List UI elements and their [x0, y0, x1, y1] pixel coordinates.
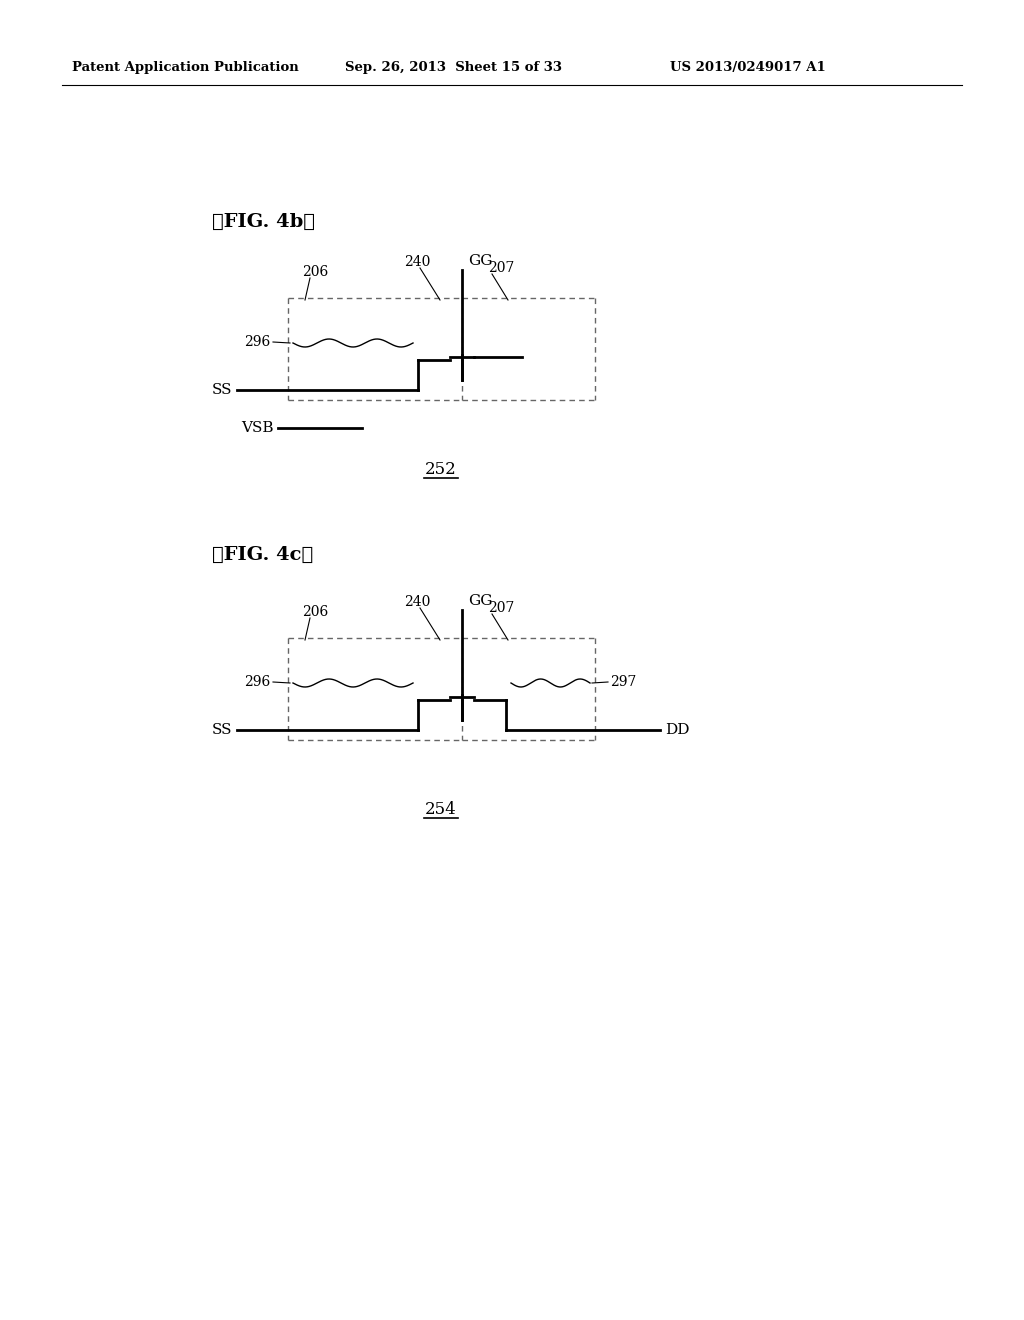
Text: 【FIG. 4c】: 【FIG. 4c】: [212, 546, 313, 564]
Text: VSB: VSB: [242, 421, 274, 436]
Text: DD: DD: [665, 723, 689, 737]
Text: SS: SS: [212, 723, 232, 737]
Text: Sep. 26, 2013  Sheet 15 of 33: Sep. 26, 2013 Sheet 15 of 33: [345, 62, 562, 74]
Text: 297: 297: [610, 675, 636, 689]
Text: 【FIG. 4b】: 【FIG. 4b】: [212, 213, 315, 231]
Text: 296: 296: [244, 675, 270, 689]
Text: US 2013/0249017 A1: US 2013/0249017 A1: [670, 62, 825, 74]
Text: 206: 206: [302, 265, 329, 279]
Text: GG: GG: [468, 594, 493, 609]
Text: 207: 207: [488, 261, 514, 275]
Text: 206: 206: [302, 605, 329, 619]
Text: 296: 296: [244, 335, 270, 348]
Text: GG: GG: [468, 253, 493, 268]
Text: 207: 207: [488, 601, 514, 615]
Text: 240: 240: [404, 595, 430, 609]
Text: 252: 252: [425, 462, 457, 479]
Text: Patent Application Publication: Patent Application Publication: [72, 62, 299, 74]
Text: SS: SS: [212, 383, 232, 397]
Text: 240: 240: [404, 255, 430, 269]
Text: 254: 254: [425, 801, 457, 818]
